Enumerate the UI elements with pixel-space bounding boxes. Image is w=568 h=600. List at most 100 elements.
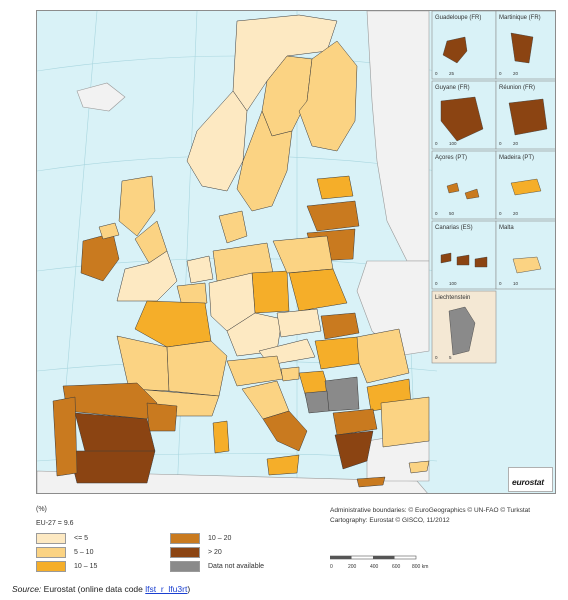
region-slovakia — [320, 312, 360, 340]
region-ireland — [80, 232, 120, 282]
legend-label: > 20 — [208, 549, 222, 556]
non-eu-land — [37, 11, 430, 493]
legend-swatch — [36, 547, 66, 558]
legend-label: 10 – 20 — [208, 535, 232, 542]
inset-scale-start: 0 — [435, 355, 438, 360]
inset-scales: 0 25 0 20 0 100 0 20 0 50 0 20 0 100 0 1… — [435, 71, 519, 360]
inset-scale-start: 0 — [435, 71, 438, 76]
inset-label-canarias: Canarias (ES) — [435, 225, 473, 231]
region-hungary — [314, 336, 364, 370]
region-estonia — [316, 175, 354, 200]
legend-swatch — [170, 547, 200, 558]
legend-unit: (%) — [36, 506, 47, 513]
legend-item-5-10: 5 – 10 — [36, 547, 93, 558]
region-finland — [298, 40, 358, 152]
region-sardinia — [212, 420, 230, 454]
inset-label-martinique: Martinique (FR) — [499, 15, 541, 21]
source-line: Source: Eurostat (online data code lfst_… — [12, 584, 190, 594]
region-turkey-west — [380, 396, 430, 448]
region-cyprus — [408, 460, 430, 474]
region-balkans-bosnia — [304, 390, 330, 414]
inset-scale-start: 0 — [499, 211, 502, 216]
liechtenstein-shape — [448, 306, 476, 356]
region-germany-south — [226, 312, 283, 357]
choropleth-map: Guadeloupe (FR) Martinique (FR) Guyane (… — [37, 11, 555, 493]
region-sweden-south — [236, 110, 293, 212]
legend-label: <= 5 — [74, 535, 89, 542]
legend-swatch — [36, 533, 66, 544]
logo-text: eurostat — [512, 477, 544, 487]
credits-cartography: Cartography: Eurostat © GISCO, 11/2012 — [330, 517, 450, 524]
region-england-south — [116, 250, 178, 302]
inset-scale-start: 0 — [435, 281, 438, 286]
inset-scale-start: 0 — [435, 141, 438, 146]
inset-label-acores: Açores (PT) — [435, 155, 467, 161]
region-germany-east — [251, 270, 290, 314]
region-romania — [356, 328, 410, 384]
inset-label-guadeloupe: Guadeloupe (FR) — [435, 15, 481, 21]
guyane-shape — [440, 96, 484, 142]
inset-scale-end: 10 — [513, 281, 519, 286]
madeira-shape — [510, 178, 542, 196]
scale-tick: 800 km — [412, 564, 428, 570]
region-france-east — [166, 340, 228, 397]
inset-acores — [431, 150, 497, 220]
acores-shape — [446, 182, 480, 200]
legend-swatch — [170, 561, 200, 572]
inset-scale-end: 25 — [449, 71, 455, 76]
inset-scale-end: 20 — [513, 71, 519, 76]
legend-label: 10 – 15 — [74, 563, 98, 570]
legend-swatch — [170, 533, 200, 544]
region-scotland — [118, 175, 156, 237]
inset-label-malta: Malta — [499, 225, 514, 231]
region-spain-south — [68, 450, 156, 484]
reunion-shape — [508, 98, 548, 136]
region-belgium — [176, 282, 208, 307]
scale-tick: 200 — [348, 564, 357, 570]
inset-label-guyane: Guyane (FR) — [435, 85, 470, 91]
legend-eu-average: EU-27 = 9.6 — [36, 520, 74, 527]
inset-scale-end: 50 — [449, 211, 455, 216]
inset-scale-start: 0 — [435, 211, 438, 216]
inset-label-reunion: Réunion (FR) — [499, 85, 535, 91]
scale-tick: 400 — [370, 564, 379, 570]
inset-malta — [495, 220, 555, 290]
region-france-north — [134, 300, 212, 348]
credits-boundaries: Administrative boundaries: © EuroGeograp… — [330, 507, 531, 514]
region-italy-south — [262, 410, 308, 452]
source-code-link[interactable]: lfst_r_lfu3rt — [145, 584, 188, 594]
legend-label: Data not available — [208, 563, 265, 570]
scale-tick: 0 — [330, 564, 333, 570]
iceland-land — [76, 82, 126, 112]
inset-scale-end: 100 — [449, 281, 457, 286]
region-czechia — [276, 308, 322, 338]
region-netherlands — [186, 255, 214, 284]
map-frame: Guadeloupe (FR) Martinique (FR) Guyane (… — [36, 10, 556, 494]
map-credits: Administrative boundaries: © EuroGeograp… — [330, 506, 530, 526]
inset-scale-start: 0 — [499, 281, 502, 286]
legend-item-10-20: 10 – 20 — [170, 533, 231, 544]
region-poland-north — [272, 235, 334, 274]
inset-label-madeira: Madeira (PT) — [499, 155, 534, 161]
legend-item-gt20: > 20 — [170, 547, 222, 558]
region-norway-south — [186, 90, 248, 192]
legend-item-le5: <= 5 — [36, 533, 88, 544]
inset-label-liechtenstein: Liechtenstein — [435, 295, 470, 301]
region-poland-south — [288, 268, 348, 312]
inset-scale-end: 100 — [449, 141, 457, 146]
scale-tick: 600 — [392, 564, 401, 570]
region-northern-ireland — [98, 222, 120, 240]
martinique-shape — [510, 32, 534, 64]
inset-shapes — [440, 32, 548, 356]
inset-scale-end: 5 — [449, 355, 452, 360]
region-sicily — [266, 454, 300, 476]
eu-regions — [52, 14, 430, 488]
region-portugal — [52, 396, 78, 477]
region-denmark — [218, 210, 248, 244]
source-label: Source: — [12, 584, 42, 594]
region-greece-north — [332, 408, 378, 436]
region-greece-south — [334, 430, 374, 470]
region-crete — [356, 476, 386, 488]
canarias-shape — [440, 252, 488, 268]
inset-scale-end: 20 — [513, 141, 519, 146]
